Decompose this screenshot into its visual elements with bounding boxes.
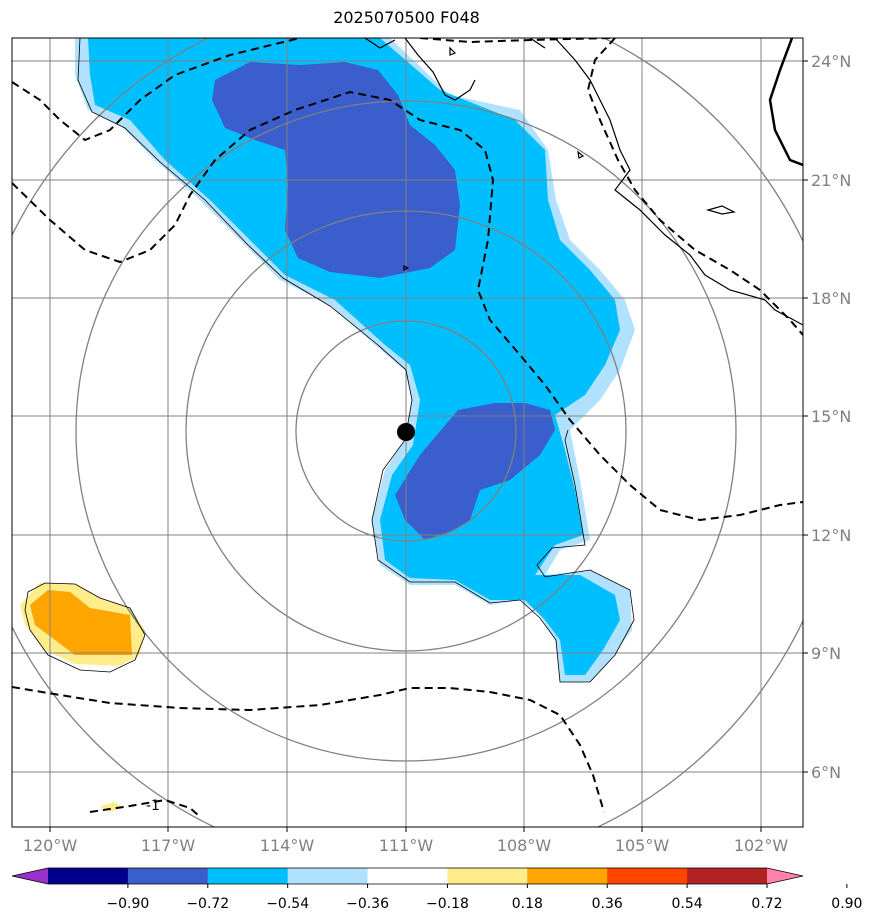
lat-label-18n: 18°N [811,289,851,308]
coastline-thick [768,38,803,167]
lon-label-117w: 117°W [141,836,196,855]
storm-center-dot-icon [397,423,415,441]
lat-label-9n: 9°N [811,644,841,663]
colorbar-tick-label: 0.18 [512,896,543,912]
lat-label-15n: 15°N [811,407,851,426]
colorbar-tick-label: −0.90 [106,896,149,912]
colorbar-segment [48,868,129,884]
colorbar: −0.90 −0.72 −0.54 −0.36 −0.18 0.18 0.36 0.54 0.7… [11,867,862,912]
colorbar-tick-label: −0.54 [266,896,309,912]
colorbar-outline [11,867,804,885]
coastlines [364,38,803,326]
lon-label-114w: 114°W [260,836,315,855]
colorbar-segment [527,868,608,884]
shading-orange [30,590,132,655]
colorbar-tick-label: −0.36 [346,896,389,912]
lon-label-105w: 105°W [615,836,670,855]
lon-label-111w: 111°W [379,836,434,855]
tick-marks [49,60,808,832]
colorbar-extend-low [12,868,48,884]
colorbar-segment [287,868,369,884]
colorbar-segment [207,868,289,884]
contour-label: -1 [146,798,160,814]
lon-label-120w: 120°W [23,836,78,855]
colorbar-segment [687,868,768,884]
lat-label-6n: 6°N [811,763,841,782]
shading-darkblue-south [395,403,555,540]
lat-label-24n: 24°N [811,52,851,71]
colorbar-tick-label: 0.36 [592,896,623,912]
plot-frame [11,37,804,828]
shading-outlines [24,38,635,683]
colorbar-segment [447,868,528,884]
colorbar-segment [367,868,448,884]
lat-label-21n: 21°N [811,171,851,190]
lon-label-102w: 102°W [734,836,789,855]
shading-blue [88,38,620,675]
colorbar-tick-label: −0.18 [426,896,469,912]
lat-label-12n: 12°N [811,526,851,545]
range-rings [12,38,803,827]
colorbar-tick-label: 0.54 [672,896,703,912]
chart-title: 2025070500 F048 [333,8,480,27]
colorbar-segment [607,868,688,884]
shading-small-yellow [100,802,122,812]
lon-label-108w: 108°W [497,836,552,855]
dashed-contours [12,38,803,816]
shading-darkblue-north [212,62,460,278]
colorbar-tick-label: 0.90 [831,896,862,912]
colorbar-tick-label: 0.72 [751,896,782,912]
colorbar-segment [127,868,209,884]
colorbar-tick-label: −0.72 [186,896,229,912]
colorbar-extend-high [767,868,803,884]
